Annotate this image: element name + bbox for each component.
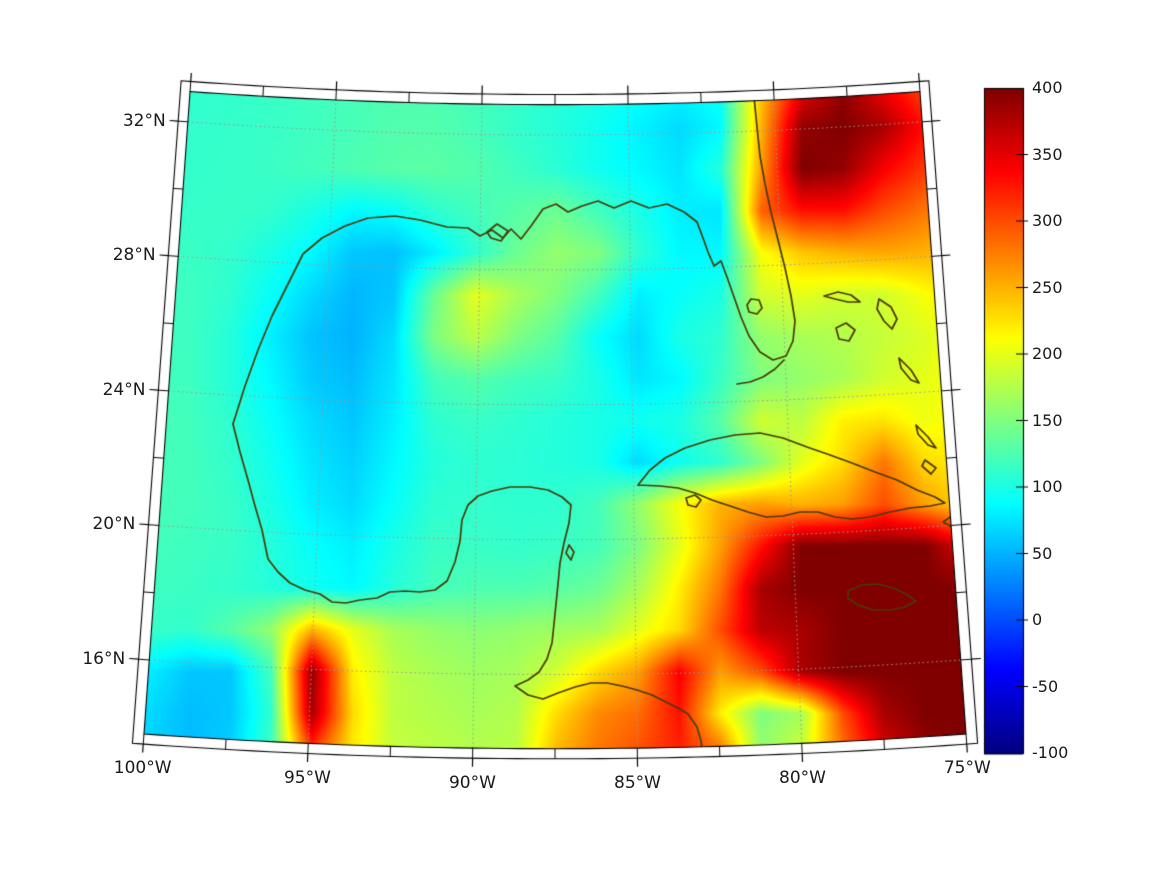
colorbar-tick-label-0: 0: [1032, 610, 1043, 629]
y-tick-label-32N: 32°N: [122, 110, 166, 131]
x-tick-label-75W: 75°W: [943, 758, 991, 779]
colorbar-tick-label--50: -50: [1032, 676, 1059, 696]
y-tick-label-16N: 16°N: [82, 648, 126, 669]
y-tick-label-28N: 28°N: [112, 245, 156, 265]
x-tick-label-80W: 80°W: [779, 767, 826, 788]
x-tick-label-100W: 100°W: [113, 758, 172, 779]
colorbar-tick-label-300: 300: [1032, 211, 1063, 230]
y-tick-label-20N: 20°N: [92, 514, 136, 534]
y-tick-label-24N: 24°N: [102, 379, 146, 400]
colorbar-tick-label-350: 350: [1032, 144, 1063, 164]
x-tick-label-90W: 90°W: [448, 772, 496, 793]
x-tick-label-85W: 85°W: [614, 772, 661, 793]
colorbar-tick-label-100: 100: [1032, 477, 1063, 496]
colorbar-tick-label-150: 150: [1032, 410, 1063, 430]
colorbar-tick-label-400: 400: [1032, 78, 1063, 97]
x-tick-label-95W: 95°W: [283, 767, 331, 788]
colorbar-tick-label-200: 200: [1032, 344, 1063, 363]
colorbar-tick-label--100: -100: [1032, 743, 1069, 762]
colorbar-tick-label-50: 50: [1032, 543, 1053, 563]
colorbar-tick-label-250: 250: [1032, 277, 1063, 297]
